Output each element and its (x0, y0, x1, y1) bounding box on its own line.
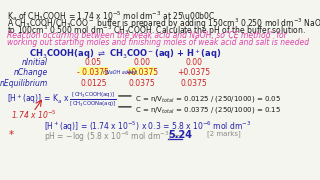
Text: +0.0375: +0.0375 (177, 68, 211, 77)
Text: pH = $-$log (5.8 x 10$^{-6}$ mol dm$^{-3}$) =: pH = $-$log (5.8 x 10$^{-6}$ mol dm$^{-3… (44, 130, 181, 144)
FancyBboxPatch shape (79, 67, 108, 75)
Text: [H$^+$(aq)] = K$_a$ x $\frac{[\mathrm{CH_3COOH(aq)}]}{[\mathrm{CH_3COONa(aq)}]}$: [H$^+$(aq)] = K$_a$ x $\frac{[\mathrm{CH… (7, 91, 117, 109)
Text: [H$^+$(aq)] = (1.74 x 10$^{-5}$) x 0.3 = 5.8 x 10$^{-6}$ mol dm$^{-3}$: [H$^+$(aq)] = (1.74 x 10$^{-5}$) x 0.3 =… (44, 120, 251, 134)
Text: K$_a$ of CH$_3$COOH = 1.74 x 10$^{-5}$ mol dm$^{-3}$ at 25\u00b0C: K$_a$ of CH$_3$COOH = 1.74 x 10$^{-5}$ m… (7, 9, 216, 22)
Text: nNaOH added: nNaOH added (103, 70, 137, 75)
Text: working out starting moles and finishing moles of weak acid and salt is needed: working out starting moles and finishing… (7, 38, 309, 47)
Text: *: * (9, 130, 14, 140)
Text: A CH$_3$COOH/CH$_3$COO$^-$ buffer is prepared by adding 150cm$^3$ 0.250 mol dm$^: A CH$_3$COOH/CH$_3$COO$^-$ buffer is pre… (7, 17, 320, 31)
Text: +0.0375: +0.0375 (125, 68, 159, 77)
Text: 0.05: 0.05 (85, 58, 102, 67)
Text: CH$_3$COOH(aq) $\rightleftharpoons$ CH$_3$COO$^-$(aq) + H$^+$(aq): CH$_3$COOH(aq) $\rightleftharpoons$ CH$_… (29, 47, 221, 61)
Text: Reaction occurring between the weak acid and NaOH, so"CE method" for: Reaction occurring between the weak acid… (7, 31, 287, 40)
Text: to 100cm$^3$ 0.500 mol dm$^{-3}$ CH$_3$COOH. Calculate the pH of the buffer solu: to 100cm$^3$ 0.500 mol dm$^{-3}$ CH$_3$C… (7, 24, 306, 38)
Text: 0.0375: 0.0375 (129, 79, 156, 88)
FancyBboxPatch shape (128, 67, 156, 75)
Text: 1.74 x 10$^{-5}$: 1.74 x 10$^{-5}$ (11, 109, 56, 121)
Text: nEquilibrium: nEquilibrium (0, 79, 48, 88)
Text: 0.00: 0.00 (185, 58, 203, 67)
Text: - 0.0375: - 0.0375 (77, 68, 109, 77)
Text: 0.00: 0.00 (134, 58, 151, 67)
Text: 5.24: 5.24 (168, 130, 192, 140)
Text: nInitial: nInitial (21, 58, 48, 67)
Text: 0.0375: 0.0375 (180, 79, 207, 88)
Text: C = n/V$_{total}$ = 0.0125 / (250/1000) = 0.05: C = n/V$_{total}$ = 0.0125 / (250/1000) … (135, 94, 282, 104)
Text: [2 marks]: [2 marks] (207, 131, 241, 138)
Text: C = n/V$_{total}$ = 0.0375 / (250/1000) = 0.15: C = n/V$_{total}$ = 0.0375 / (250/1000) … (135, 105, 282, 115)
Text: nChange: nChange (13, 68, 48, 77)
Text: 0.0125: 0.0125 (80, 79, 107, 88)
